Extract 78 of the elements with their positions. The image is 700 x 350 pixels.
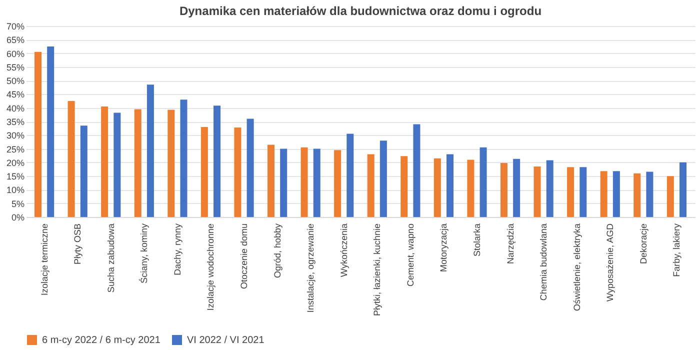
x-tick-label: Dachy, rynny — [172, 223, 182, 276]
x-tick-label: Ściany, kominy — [138, 223, 150, 284]
bar — [134, 109, 142, 217]
bar — [546, 160, 554, 217]
bar — [334, 150, 342, 217]
x-tick-label: Sucha zabudowa — [106, 224, 116, 293]
x-tick-label: Oświetlenie, elektryka — [572, 224, 582, 312]
x-tick-label: Izolacje termiczne — [39, 224, 50, 296]
y-tick-label: 30% — [6, 130, 24, 141]
bar — [580, 167, 587, 217]
bar — [101, 106, 108, 217]
x-tick-label: Otoczenie domu — [239, 224, 250, 290]
bar — [679, 162, 686, 217]
bar — [666, 176, 674, 217]
bar — [446, 154, 454, 217]
bar — [214, 106, 221, 217]
bar — [400, 156, 408, 217]
x-tick-label: Płytki, łazienki, kuchnie — [372, 224, 382, 316]
y-tick-label: 50% — [6, 76, 24, 86]
chart-title: Dynamika cen materiałów dla budownictwa oraz domu i ogrodu — [179, 4, 542, 18]
y-tick-label: 15% — [6, 172, 24, 182]
bar — [534, 166, 541, 217]
bar — [467, 160, 474, 217]
bar — [612, 171, 620, 217]
x-tick-label: Instalacje, ogrzewanie — [306, 224, 316, 313]
x-tick-label: Dekoracje — [638, 224, 648, 264]
x-tick-label: Izolacje wodochronne — [206, 224, 216, 311]
bar — [80, 126, 88, 217]
y-tick-label: 60% — [6, 48, 24, 59]
bar — [646, 172, 654, 217]
y-tick-label: 20% — [6, 158, 24, 168]
x-tick-label: Ogród, hobby — [272, 223, 282, 278]
y-tick-label: 5% — [11, 198, 24, 209]
bar — [47, 46, 54, 217]
bar — [313, 148, 320, 217]
y-tick-label: 35% — [6, 117, 24, 127]
bar — [600, 171, 608, 217]
bar — [634, 173, 641, 217]
x-tick-label: Motoryzacja — [438, 224, 449, 272]
x-tick-label: Wyposażenie, AGD — [605, 223, 616, 302]
bar — [234, 128, 242, 217]
bar — [513, 158, 520, 217]
bar — [380, 140, 387, 217]
bar — [413, 124, 420, 217]
bar — [267, 144, 274, 217]
bar — [280, 148, 288, 217]
bar — [500, 162, 508, 217]
x-tick-label: Narzędzia — [505, 224, 516, 264]
y-tick-label: 0% — [11, 212, 24, 222]
x-tick-label: Stolarka — [472, 224, 482, 257]
bar — [146, 84, 154, 217]
bar — [114, 112, 121, 217]
bar — [567, 167, 574, 217]
bar — [246, 118, 254, 217]
bar — [434, 158, 441, 217]
y-tick-label: 45% — [6, 90, 24, 100]
y-tick-label: 25% — [6, 144, 24, 154]
bar — [367, 154, 374, 217]
x-tick-label: Wykończenia — [338, 224, 349, 277]
y-tick-label: 65% — [6, 35, 24, 46]
legend-label: 6 m-cy 2022 / 6 m-cy 2021 — [42, 335, 161, 346]
bar — [68, 101, 75, 217]
bar — [34, 52, 42, 217]
bar — [346, 134, 354, 217]
y-tick-label: 10% — [6, 185, 24, 196]
y-tick-label: 55% — [6, 62, 24, 72]
bar — [300, 147, 308, 217]
x-tick-label: Cement, wapno — [405, 224, 416, 287]
bar — [168, 110, 175, 217]
bar — [180, 100, 188, 217]
x-tick-label: Chemia budowlana — [538, 224, 549, 301]
bar — [200, 126, 208, 217]
bar — [480, 147, 487, 217]
y-tick-label: 70% — [6, 22, 24, 32]
legend-label: VI 2022 / VI 2021 — [187, 335, 265, 346]
y-tick-label: 40% — [6, 103, 24, 114]
x-tick-label: Płyty OSB — [72, 224, 83, 265]
x-tick-label: Farby, lakiery — [672, 223, 682, 277]
